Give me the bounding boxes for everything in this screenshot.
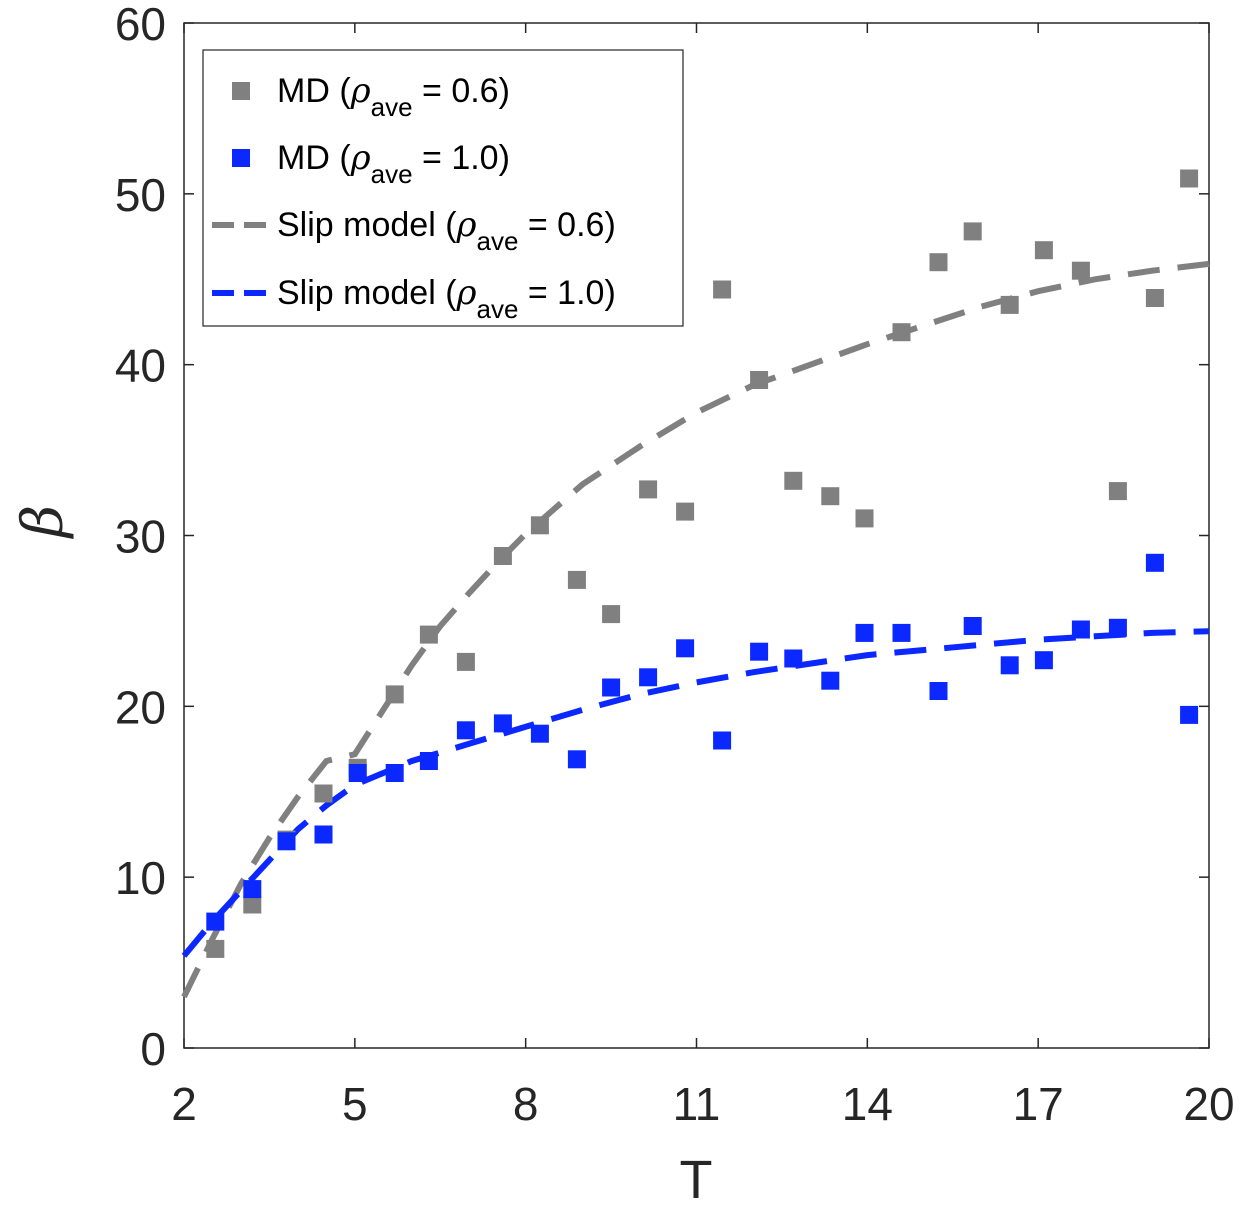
series-1-point xyxy=(676,639,695,658)
legend: MD (ρave = 0.6) MD (ρave = 1.0) Slip model… xyxy=(202,49,684,327)
series-0-point xyxy=(784,471,803,490)
series-0-point xyxy=(750,371,769,389)
series-1-point xyxy=(493,714,512,733)
series-0-point xyxy=(385,685,404,704)
x-tick-label: 5 xyxy=(342,1078,368,1130)
y-tick-label: 20 xyxy=(115,681,166,733)
series-0-point xyxy=(929,253,948,272)
series-1-point xyxy=(419,752,438,770)
series-0-point xyxy=(821,487,840,506)
series-2-line xyxy=(181,260,1210,999)
series-0-point xyxy=(1108,482,1127,501)
x-tick-label: 8 xyxy=(513,1078,539,1130)
series-1-point xyxy=(530,724,549,743)
series-1-point xyxy=(821,671,840,690)
series-0-point xyxy=(963,222,982,241)
y-tick-label: 10 xyxy=(115,852,166,904)
series-1-point xyxy=(639,668,658,687)
series-0-point xyxy=(419,625,438,644)
series-0-point xyxy=(1034,241,1053,260)
legend-label: MD (ρave = 1.0) xyxy=(277,138,510,189)
series-1-point xyxy=(277,832,296,851)
legend-marker xyxy=(232,149,250,167)
series-1-point xyxy=(1108,618,1127,637)
series-3-line xyxy=(181,628,1210,958)
legend-label: Slip model (ρave = 0.6) xyxy=(277,205,616,256)
series-0-point xyxy=(456,652,475,671)
series-1-point xyxy=(963,617,982,635)
legend-label: MD (ρave = 0.6) xyxy=(277,71,510,122)
series-0-point xyxy=(530,516,549,535)
y-tick-label: 60 xyxy=(115,0,166,50)
series-1-point xyxy=(1180,705,1199,724)
series-1-point xyxy=(1145,553,1164,572)
series-lines xyxy=(181,260,1210,999)
x-tick-label: 20 xyxy=(1183,1078,1234,1130)
x-tick-label: 2 xyxy=(171,1078,197,1130)
legend-items: MD (ρave = 0.6) MD (ρave = 1.0) Slip model… xyxy=(212,71,616,324)
x-tick-label: 17 xyxy=(1013,1078,1064,1130)
y-axis-label: β xyxy=(11,505,76,539)
series-0-point xyxy=(206,939,225,958)
x-tick-label: 14 xyxy=(842,1078,893,1130)
series-1-point xyxy=(1000,656,1019,675)
tick-labels: 2 5 8 11 14 17 20 0 10 20 30 40 50 60 xyxy=(115,0,1235,1130)
series-0-point xyxy=(314,784,333,803)
series-0-point xyxy=(639,480,658,499)
series-1-point xyxy=(567,750,586,769)
series-1-point xyxy=(855,623,874,642)
series-1-point xyxy=(243,880,262,899)
y-tick-label: 40 xyxy=(115,340,166,392)
series-0-point xyxy=(602,605,621,624)
series-1-point xyxy=(456,721,475,740)
series-0-point xyxy=(243,895,262,914)
series-1-point xyxy=(348,764,367,782)
legend-marker xyxy=(232,82,250,100)
series-0-point xyxy=(567,570,586,589)
y-tick-label: 50 xyxy=(115,169,166,221)
series-1-point xyxy=(1071,620,1090,639)
series-0-point xyxy=(1000,295,1019,314)
series-1-point xyxy=(1034,651,1053,670)
legend-box xyxy=(202,49,684,327)
series-0-point xyxy=(1145,289,1164,307)
series-0-point xyxy=(892,323,911,342)
x-tick-label: 11 xyxy=(673,1078,721,1130)
series-0-point xyxy=(855,509,874,528)
series-0-point xyxy=(1071,261,1090,280)
series-0-point xyxy=(493,547,512,565)
series-1-point xyxy=(314,825,333,844)
legend-label: Slip model (ρave = 1.0) xyxy=(277,273,616,324)
series-0-point xyxy=(713,280,732,299)
series-0-point xyxy=(1180,169,1199,188)
series-points xyxy=(206,169,1199,958)
y-tick-label: 30 xyxy=(115,511,166,563)
series-1-point xyxy=(206,912,225,931)
series-1-point xyxy=(784,649,803,668)
series-1-point xyxy=(929,682,948,700)
y-tick-label: 0 xyxy=(140,1023,166,1075)
series-0-point xyxy=(676,502,695,521)
series-1-point xyxy=(713,731,732,750)
series-1-point xyxy=(385,764,404,782)
series-1-point xyxy=(750,642,769,661)
axis-ticks xyxy=(183,22,1210,1049)
series-1-point xyxy=(602,678,621,697)
series-1-point xyxy=(892,623,911,642)
x-axis-label: T xyxy=(680,1150,713,1207)
